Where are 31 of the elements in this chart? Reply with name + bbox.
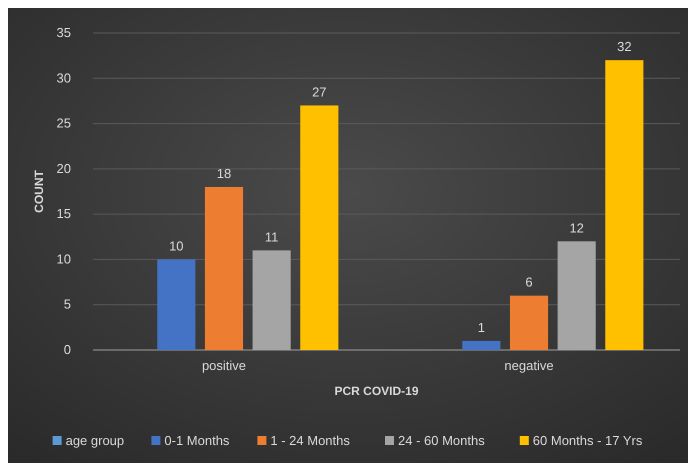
x-axis-title: PCR COVID-19: [334, 384, 419, 398]
y-tick-label: 25: [56, 116, 71, 131]
data-label: 27: [312, 84, 327, 100]
y-tick-label: 5: [64, 296, 71, 312]
y-tick-label: 15: [56, 206, 71, 222]
data-label: 6: [525, 274, 533, 290]
data-label: 18: [216, 166, 232, 181]
legend-label: age group: [66, 433, 124, 448]
data-label: 12: [569, 220, 584, 236]
y-tick-label: 30: [56, 70, 71, 86]
y-tick-label: 35: [56, 25, 71, 40]
legend-label: 0-1 Months: [164, 433, 230, 448]
legend-label: 60 Months - 17 Yrs: [532, 433, 643, 448]
y-tick-label: 10: [56, 251, 71, 266]
bar: [204, 186, 244, 350]
bar: [157, 259, 196, 350]
y-tick-label: 20: [56, 160, 71, 176]
data-label: 1: [478, 320, 485, 335]
data-label: 10: [169, 238, 184, 254]
bar: [510, 296, 548, 350]
x-tick-label: positive: [202, 358, 246, 373]
data-label: 11: [264, 229, 278, 244]
y-tick-label: 0: [64, 342, 71, 357]
bar: [300, 105, 338, 350]
bar: [605, 60, 644, 350]
x-tick-label: negative: [504, 358, 554, 373]
legend-label: 1 - 24 Months: [270, 433, 350, 448]
legend-label: 24 - 60 Months: [398, 433, 486, 448]
data-label: 32: [617, 39, 632, 54]
y-axis-title: COUNT: [32, 170, 46, 213]
bar: [462, 340, 500, 350]
